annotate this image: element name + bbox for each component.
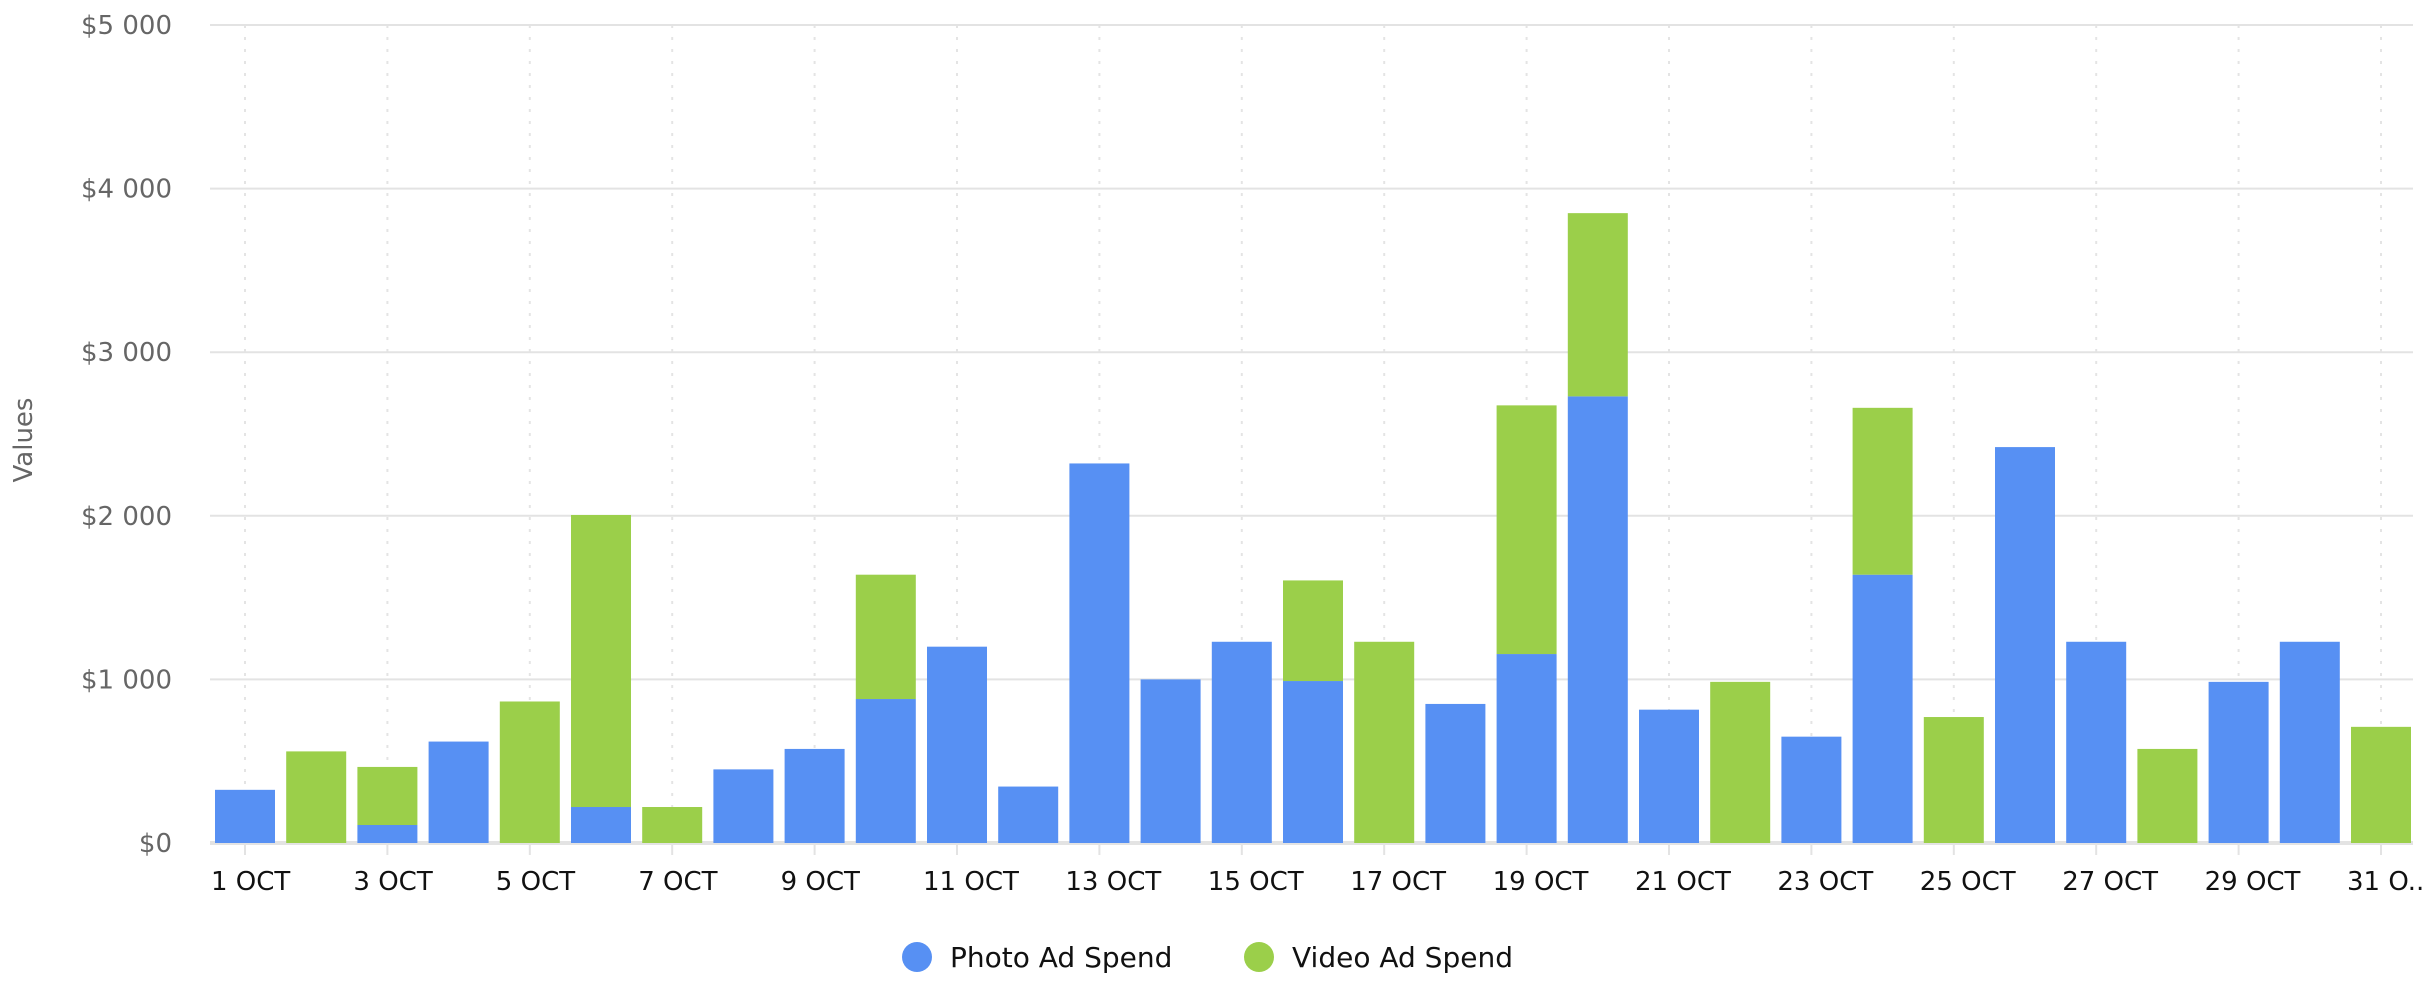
y-tick-label: $3 000 [81, 338, 172, 368]
photo-bar-3 [357, 825, 418, 843]
x-tick-label: 23 OCT [1777, 867, 1873, 897]
x-tick-label: 27 OCT [2062, 867, 2158, 897]
x-tick-label: 17 OCT [1350, 867, 1446, 897]
x-tick-label: 1 OCT [211, 867, 290, 897]
x-tick-label: 19 OCT [1493, 867, 1589, 897]
x-tick-label: 9 OCT [781, 867, 860, 897]
x-axis: 1 OCT 3 OCT 5 OCT 7 OCT 9 OCT 11 OCT 13 OCT 15 … [211, 843, 2425, 897]
legend: Photo Ad Spend Video Ad Spend [902, 941, 1513, 974]
video-bar-17 [1354, 641, 1415, 843]
photo-bar-11 [927, 646, 987, 843]
legend-item-video[interactable]: Video Ad Spend [1244, 941, 1513, 974]
x-tick-label: 29 OCT [2205, 867, 2301, 897]
video-bar-25 [1923, 717, 1984, 843]
photo-bar-19 [1496, 654, 1557, 843]
y-tick-label: $1 000 [81, 665, 172, 695]
photo-bar-8 [713, 769, 774, 843]
photo-bar-4 [428, 741, 489, 843]
photo-bar-20 [1567, 396, 1628, 843]
video-bar-20 [1567, 213, 1628, 397]
x-tick-label: 21 OCT [1635, 867, 1731, 897]
x-tick-label: 11 OCT [923, 867, 1019, 897]
video-bar-7 [642, 807, 703, 843]
x-tick-label: 31 O... [2347, 867, 2425, 897]
legend-item-photo[interactable]: Photo Ad Spend [902, 941, 1172, 974]
photo-bar-16 [1283, 681, 1343, 843]
photo-bar-21 [1639, 709, 1699, 843]
photo-bar-1 [215, 789, 275, 843]
y-tick-label: $5 000 [81, 11, 172, 41]
x-tick-label: 15 OCT [1208, 867, 1304, 897]
y-tick-label: $2 000 [81, 502, 172, 532]
video-bar-19 [1496, 405, 1557, 655]
photo-bar-29 [2208, 681, 2269, 843]
y-axis-label: Values [9, 398, 39, 483]
video-bar-10 [855, 574, 916, 700]
photo-bar-6 [571, 807, 631, 843]
video-bar-31 [2351, 726, 2411, 843]
legend-label-photo: Photo Ad Spend [950, 941, 1172, 974]
video-bar-22 [1710, 681, 1771, 843]
photo-bar-15 [1211, 641, 1272, 843]
photo-bar-10 [855, 699, 916, 843]
photo-bar-30 [2279, 641, 2340, 843]
legend-swatch-video [1244, 942, 1274, 972]
y-tick-label: $0 [139, 829, 172, 859]
x-tick-label: 7 OCT [638, 867, 717, 897]
photo-bar-24 [1852, 574, 1913, 843]
legend-label-video: Video Ad Spend [1292, 941, 1513, 974]
photo-bar-23 [1781, 736, 1842, 843]
legend-swatch-photo [902, 942, 932, 972]
photo-bar-27 [2066, 641, 2127, 843]
bars [215, 213, 2411, 843]
y-tick-label: $4 000 [81, 175, 172, 205]
photo-bar-14 [1140, 679, 1201, 843]
x-tick-label: 25 OCT [1920, 867, 2016, 897]
video-bar-24 [1852, 407, 1913, 575]
video-bar-6 [571, 514, 631, 808]
video-bar-28 [2137, 748, 2198, 843]
photo-bar-13 [1069, 463, 1130, 843]
photo-bar-26 [1995, 447, 2055, 843]
photo-bar-9 [784, 748, 845, 843]
x-tick-label: 3 OCT [353, 867, 432, 897]
y-axis: $0 $1 000 $2 000 $3 000 $4 000 $5 000 [81, 11, 172, 859]
video-bar-3 [357, 766, 418, 826]
video-bar-2 [286, 751, 347, 843]
video-bar-5 [499, 701, 560, 843]
video-bar-16 [1283, 580, 1343, 682]
x-tick-label: 13 OCT [1065, 867, 1161, 897]
x-tick-label: 5 OCT [496, 867, 575, 897]
photo-bar-18 [1425, 703, 1486, 843]
photo-bar-12 [998, 786, 1059, 843]
